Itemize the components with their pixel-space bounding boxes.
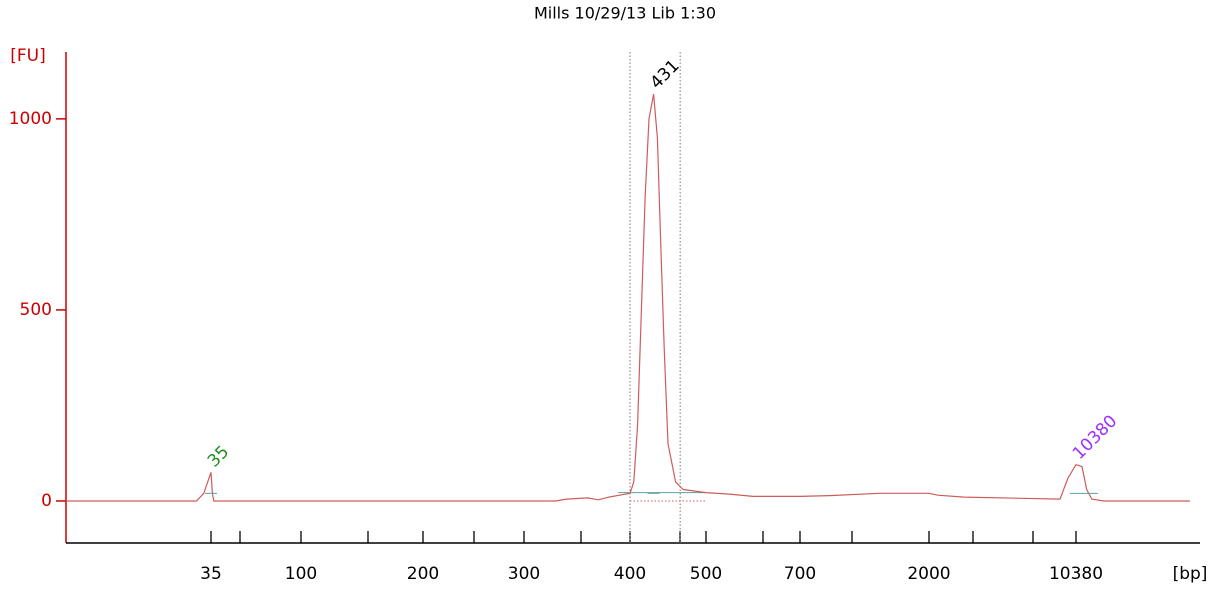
y-axis-label: [FU] (10, 46, 46, 66)
peak-label: 431 (646, 56, 683, 93)
y-tick-label: 500 (20, 300, 52, 320)
x-tick-label: 400 (614, 564, 646, 584)
y-tick-label: 1000 (9, 109, 52, 129)
x-tick-label: 300 (508, 564, 540, 584)
peak-label: 10380 (1069, 411, 1121, 463)
x-tick-label: 35 (200, 564, 222, 584)
x-tick-label: 100 (285, 564, 317, 584)
trace (66, 93, 1190, 502)
x-tick-label: 700 (784, 564, 816, 584)
x-axis-label: [bp] (1173, 564, 1208, 584)
minor-ticks (239, 531, 1034, 543)
x-tick-label: 500 (690, 564, 722, 584)
x-tick-label: 10380 (1049, 564, 1103, 584)
x-tick-label: 200 (407, 564, 439, 584)
y-tick-label: 0 (41, 491, 52, 511)
peak-label: 35 (204, 442, 233, 471)
chart-title: Mills 10/29/13 Lib 1:30 (534, 4, 716, 23)
x-tick-label: 2000 (907, 564, 950, 584)
